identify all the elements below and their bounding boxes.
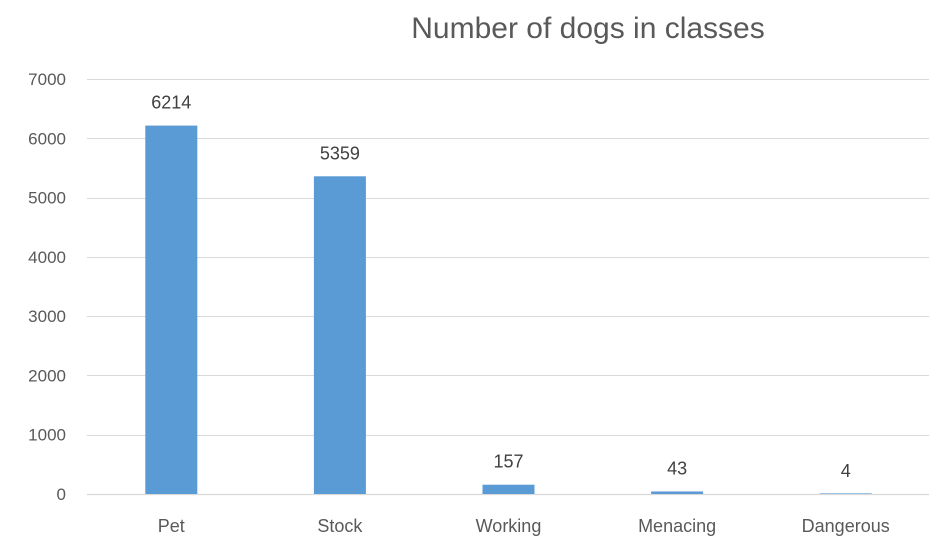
x-category-label: Menacing <box>638 516 716 536</box>
data-label-stock: 5359 <box>320 143 360 163</box>
y-tick-label: 2000 <box>28 366 66 385</box>
x-category-label: Stock <box>317 516 363 536</box>
y-axis-tick-labels: 0 1000 2000 3000 4000 5000 6000 7000 <box>28 70 66 504</box>
x-axis-category-labels: Pet Stock Working Menacing Dangerous <box>158 516 890 536</box>
bar-working <box>482 484 535 494</box>
y-tick-label: 6000 <box>28 129 66 148</box>
y-tick-label: 4000 <box>28 248 66 267</box>
data-label-dangerous: 4 <box>841 461 851 481</box>
data-labels: 6214 5359 157 43 4 <box>151 93 850 481</box>
bar-pet <box>145 125 198 494</box>
y-tick-label: 1000 <box>28 426 66 445</box>
bars <box>145 125 872 495</box>
x-category-label: Working <box>476 516 542 536</box>
gridlines <box>87 79 929 496</box>
data-label-working: 157 <box>493 452 523 472</box>
bar-stock <box>313 176 366 495</box>
y-tick-label: 3000 <box>28 307 66 326</box>
y-tick-label: 5000 <box>28 189 66 208</box>
y-tick-label: 7000 <box>28 70 66 89</box>
data-label-pet: 6214 <box>151 93 191 113</box>
bar-menacing <box>651 491 704 494</box>
x-category-label: Dangerous <box>802 516 890 536</box>
bar-dangerous <box>819 493 872 494</box>
data-label-menacing: 43 <box>667 458 687 478</box>
x-category-label: Pet <box>158 516 185 536</box>
chart-title: Number of dogs in classes <box>411 12 765 45</box>
y-tick-label: 0 <box>57 485 66 504</box>
